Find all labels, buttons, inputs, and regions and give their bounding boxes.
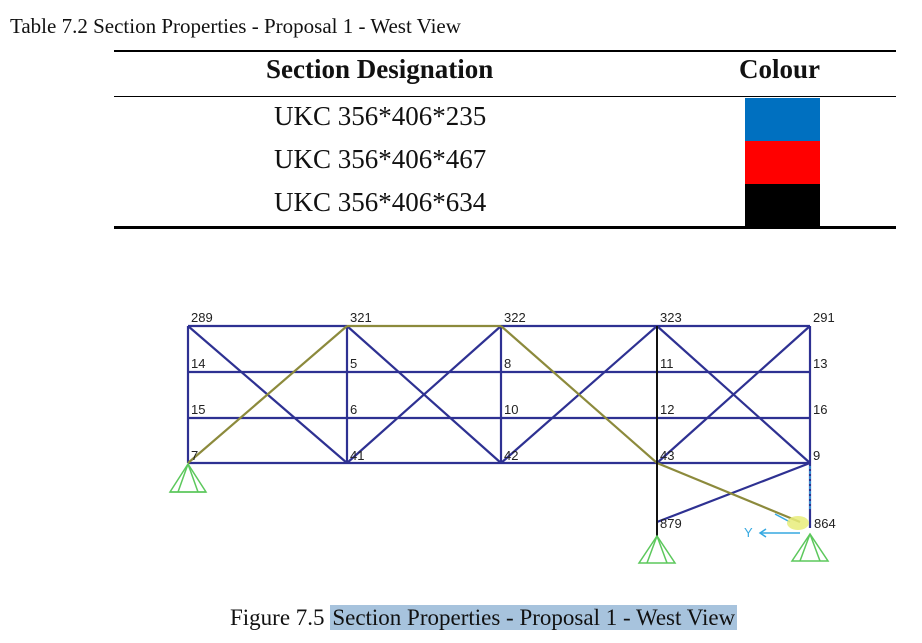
table-caption: Table 7.2 Section Properties - Proposal … (10, 14, 461, 38)
node-label: 15 (191, 402, 205, 417)
table-row: UKC 356*406*467 (114, 141, 896, 184)
figure-caption: Figure 7.5 Section Properties - Proposal… (230, 605, 738, 631)
figure-caption-highlight: Section Properties - Proposal 1 - West V… (330, 605, 738, 630)
header-section-designation: Section Designation (266, 54, 494, 84)
node-label: 7 (191, 448, 198, 463)
colour-swatch (745, 141, 820, 184)
header-colour: Colour (739, 54, 820, 84)
pin-support (790, 532, 830, 562)
node-label: 322 (504, 310, 526, 325)
table-row: UKC 356*406*634 (114, 184, 896, 227)
node-label: 8 (504, 356, 511, 371)
node-label: 12 (660, 402, 674, 417)
node-label: 11 (660, 356, 674, 371)
axis-label-y: Y (744, 525, 753, 540)
section-designation: UKC 356*406*467 (274, 144, 487, 174)
node-label: 10 (504, 402, 518, 417)
node-label: 289 (191, 310, 213, 325)
node-label: 13 (813, 356, 827, 371)
pin-support (168, 462, 208, 493)
table-top-rule (114, 50, 896, 52)
olive-members (187, 324, 801, 524)
node-label: 14 (191, 356, 205, 371)
node-label: 321 (350, 310, 372, 325)
table-bottom-rule (114, 226, 896, 229)
node-label: 5 (350, 356, 357, 371)
local-axis-icon (758, 466, 811, 538)
node-label: 864 (814, 516, 836, 531)
figure-caption-prefix: Figure 7.5 (230, 605, 331, 630)
node-label: 42 (504, 448, 518, 463)
table-row: UKC 356*406*235 (114, 98, 896, 141)
colour-swatch (745, 184, 820, 227)
node-label: 16 (813, 402, 827, 417)
blue-members (186, 324, 812, 528)
truss-svg: Y 289 321 322 323 291 14 5 8 11 13 15 6 … (168, 310, 836, 564)
truss-diagram: Y 289 321 322 323 291 14 5 8 11 13 15 6 … (160, 296, 860, 581)
load-marker (787, 516, 809, 530)
node-label: 9 (813, 448, 820, 463)
section-designation: UKC 356*406*235 (274, 101, 487, 131)
node-label: 43 (660, 448, 674, 463)
node-label: 323 (660, 310, 682, 325)
table-header-rule (114, 96, 896, 97)
section-designation: UKC 356*406*634 (274, 187, 487, 217)
node-label: 879 (660, 516, 682, 531)
node-label: 6 (350, 402, 357, 417)
colour-swatch (745, 98, 820, 141)
pin-support (637, 534, 677, 564)
node-label: 41 (350, 448, 364, 463)
node-label: 291 (813, 310, 835, 325)
